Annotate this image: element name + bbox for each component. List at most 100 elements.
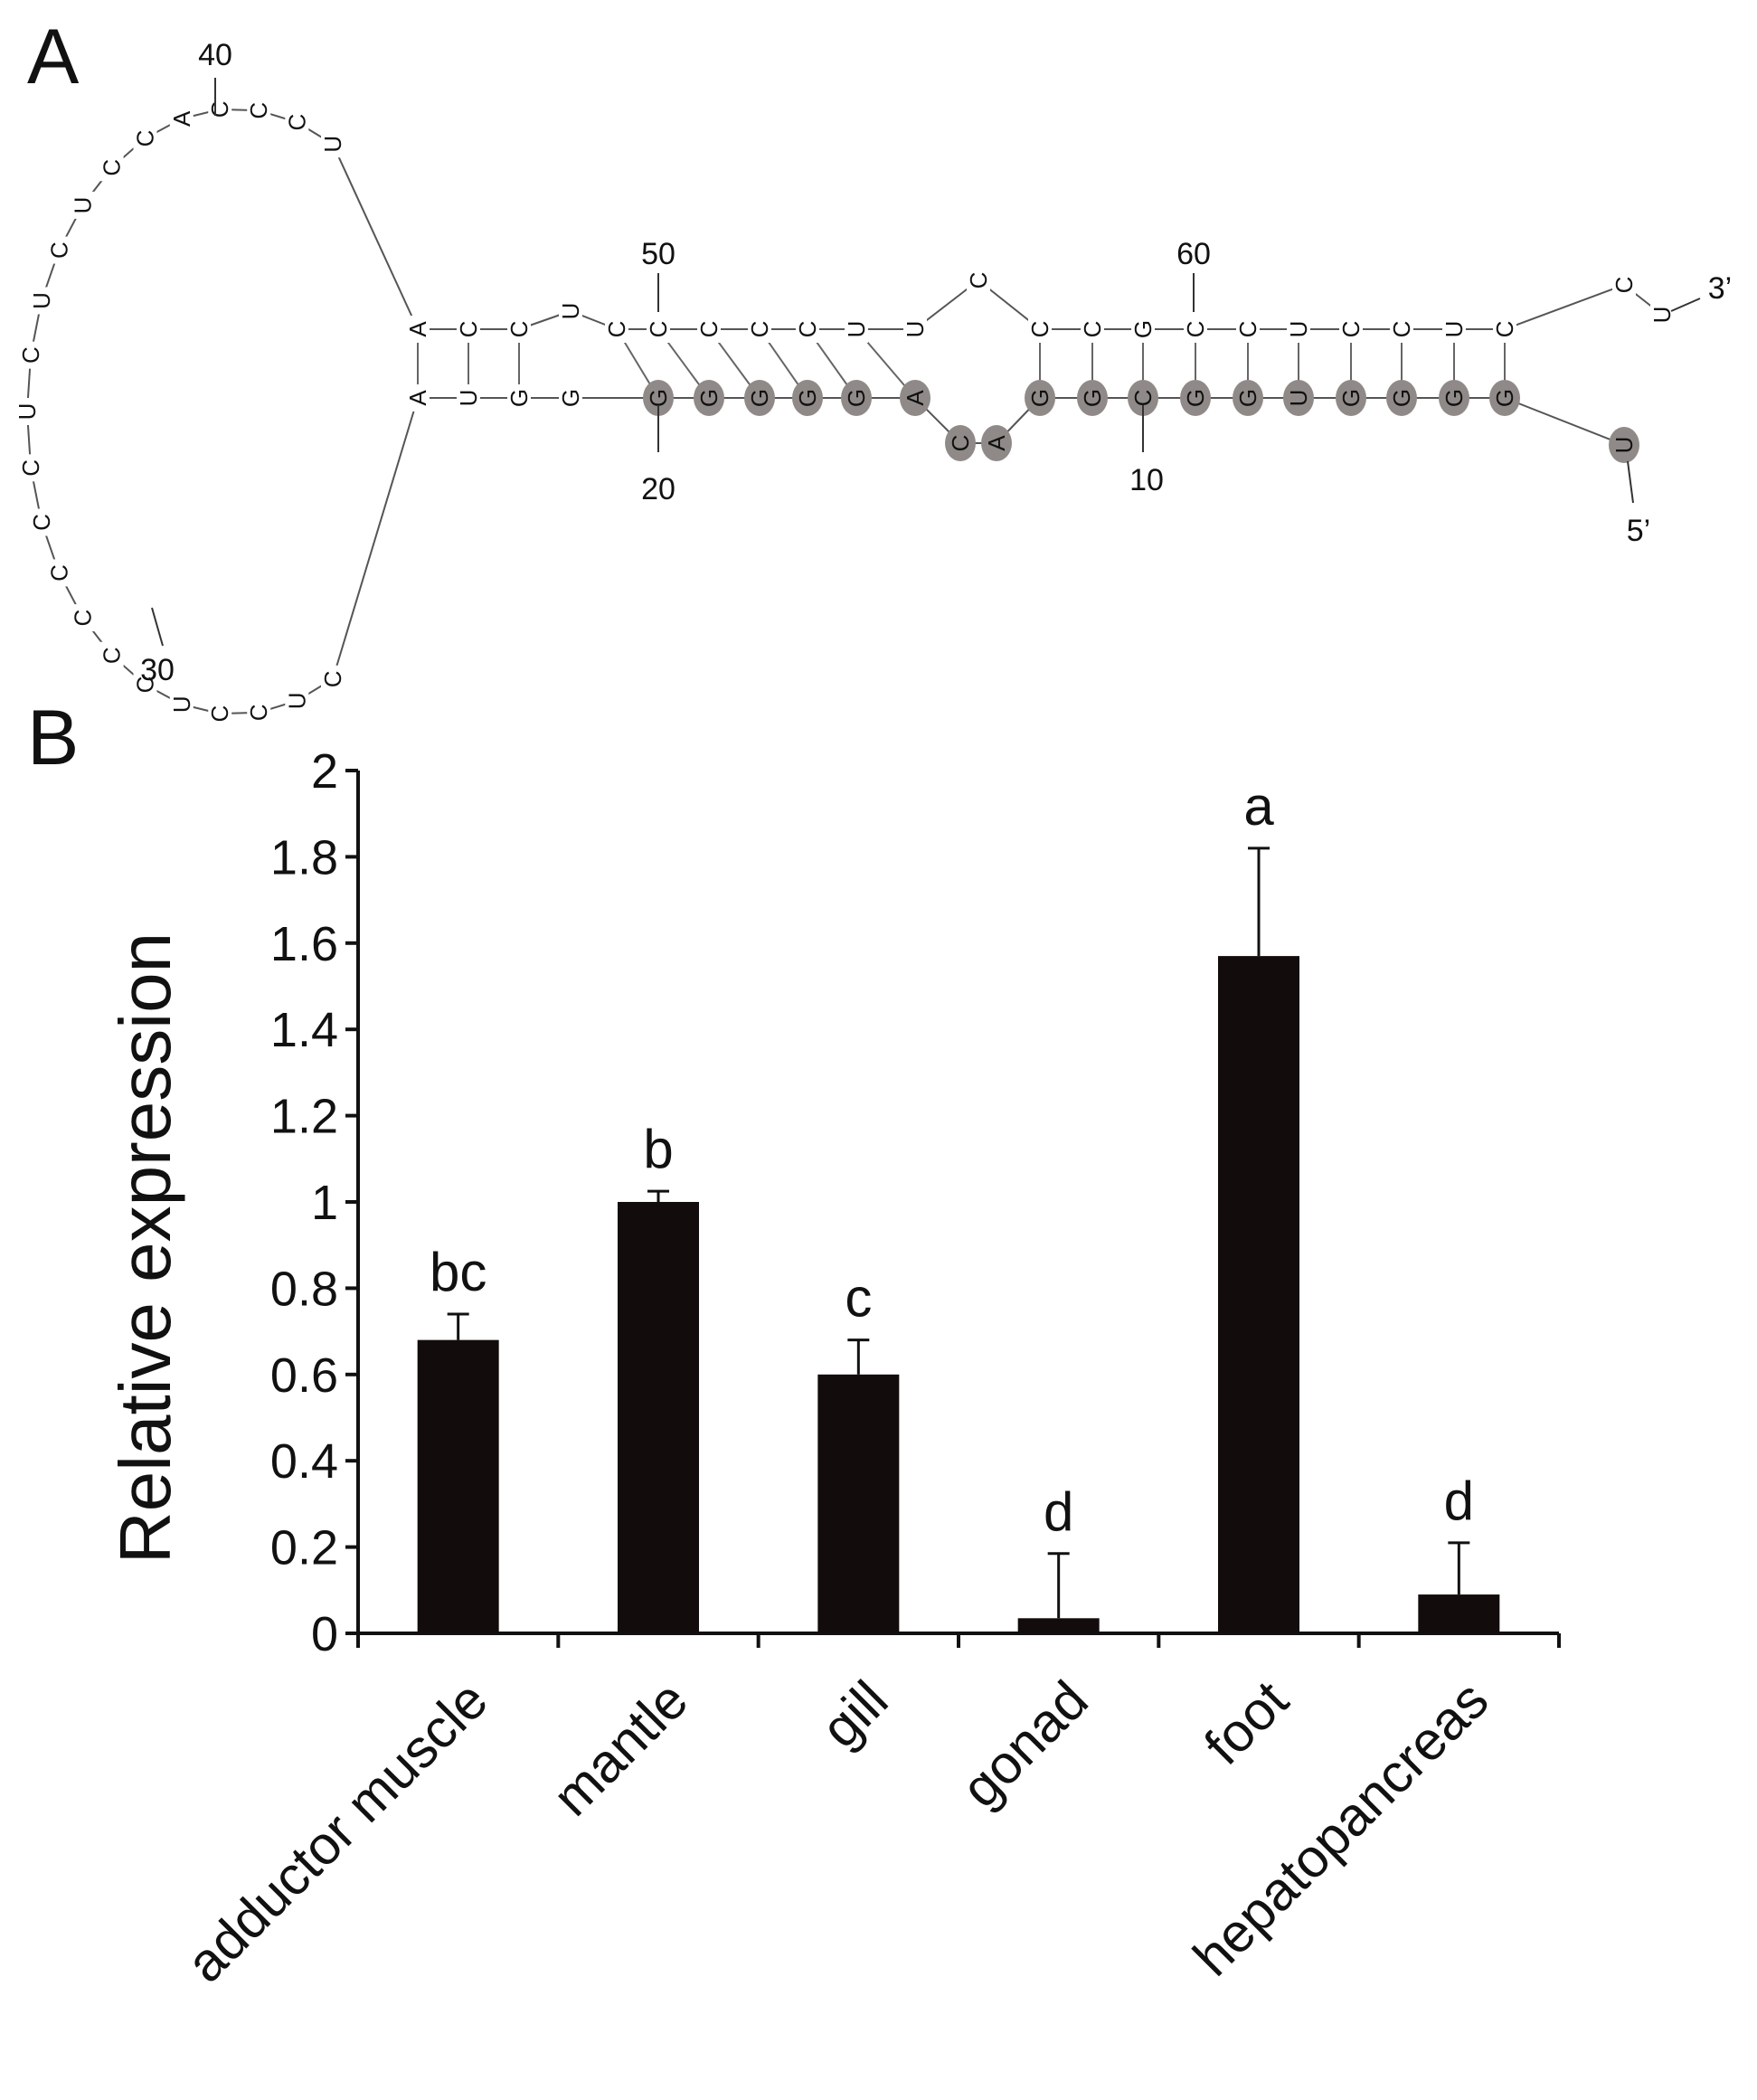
- nucleotide-letter: G: [1182, 389, 1209, 407]
- bar-hepatopancreas: [1418, 1594, 1500, 1633]
- nucleotide-top: C: [1388, 316, 1415, 343]
- nucleotide-letter: C: [794, 321, 821, 338]
- nucleotide-top: C: [1234, 316, 1261, 343]
- nucleotide-bg: [320, 130, 345, 158]
- nucleotide-bottom: G: [505, 384, 533, 411]
- nucleotide-letter: C: [1079, 321, 1106, 338]
- significance-label: d: [1444, 1471, 1474, 1531]
- backbone-segment: [332, 397, 419, 680]
- nucleotide-letter: G: [645, 389, 672, 407]
- nucleotide-top: C: [1182, 316, 1209, 343]
- nucleotide-letter: U: [14, 403, 41, 421]
- nucleotide-bg: [967, 267, 990, 294]
- nucleotide-bg: [748, 316, 771, 343]
- nucleotide-letter: G: [505, 389, 533, 407]
- nucleotide-letter: C: [603, 321, 630, 338]
- nucleotide-bottom: G: [1077, 380, 1108, 416]
- highlight-circle: [1025, 380, 1055, 416]
- nucleotide-letter: C: [965, 272, 992, 289]
- nucleotide-letter: C: [131, 676, 158, 694]
- nucleotide-letter: U: [902, 321, 929, 338]
- highlight-circle: [1283, 380, 1314, 416]
- nucleotide-loop: C: [45, 236, 72, 264]
- highlight-circle: [981, 425, 1012, 461]
- nucleotide-top: U: [843, 316, 870, 343]
- nucleotide-letter: C: [1337, 321, 1365, 338]
- nucleotide-tail-top: U: [1648, 301, 1676, 328]
- nucleotide-letter: G: [746, 389, 773, 407]
- nucleotide-letter: C: [28, 514, 55, 531]
- nucleotide-letter: C: [1491, 321, 1518, 338]
- y-tick-label: 1.4: [270, 1003, 338, 1057]
- nucleotide-top: C: [1026, 316, 1053, 343]
- nucleotide-loop: C: [99, 641, 126, 669]
- nucleotide-loop: C: [17, 454, 44, 482]
- nucleotide-letter: G: [1491, 389, 1518, 407]
- nucleotide-bottom: G: [1025, 380, 1055, 416]
- nucleotide-bg: [320, 665, 345, 693]
- nucleotide-bg: [559, 384, 582, 411]
- nucleotide-letter: C: [645, 321, 672, 338]
- nucleotide-loop: C: [245, 97, 272, 125]
- nucleotide-bg: [559, 298, 582, 325]
- position-20-label: 20: [641, 472, 675, 506]
- position-10-label: 10: [1129, 463, 1164, 497]
- nucleotide-bg: [247, 698, 271, 726]
- bar-gill: [817, 1374, 900, 1633]
- nucleotide-bottom: G: [744, 380, 775, 416]
- nucleotide-top: U: [557, 298, 584, 325]
- nucleotide-loop: U: [319, 130, 346, 158]
- nucleotide-bg: [285, 109, 309, 137]
- nucleotide-letter: A: [168, 110, 195, 127]
- nucleotide-bg: [845, 316, 868, 343]
- nucleotide-letter: U: [843, 321, 870, 338]
- nucleotide-bg: [47, 559, 71, 587]
- nucleotide-letter: G: [1337, 389, 1365, 407]
- nucleotide-letter: A: [983, 435, 1010, 451]
- nucleotide-letter: G: [1441, 389, 1468, 407]
- position-40-label: 40: [198, 38, 232, 72]
- nucleotide-top: U: [1285, 316, 1312, 343]
- nucleotide-letter: C: [1026, 321, 1053, 338]
- position-60-label: 60: [1176, 237, 1211, 271]
- rna-structure: A C CUC C C C C U U C C G C C U C C U CC CUA U G G G G G G G A G G C G G U…: [14, 38, 1732, 728]
- nucleotide-bg: [247, 97, 271, 125]
- significance-label: b: [643, 1119, 673, 1179]
- nucleotide-bg: [1650, 301, 1674, 328]
- nucleotide-bg: [208, 700, 232, 728]
- nucleotide-bottom: U: [1283, 380, 1314, 416]
- category-label: mantle: [541, 1670, 699, 1828]
- nucleotide-loop: C: [206, 700, 233, 728]
- nucleotide-bottom: G: [1439, 380, 1469, 416]
- nucleotide-letter: C: [206, 705, 233, 723]
- nucleotide-letter: C: [245, 102, 272, 119]
- nucleotide-bottom: G: [1233, 380, 1263, 416]
- nucleotide-letter: A: [404, 390, 431, 406]
- nucleotide-bg: [15, 398, 39, 425]
- significance-label: d: [1044, 1481, 1073, 1542]
- nucleotide-bg: [133, 124, 157, 152]
- y-tick-label: 0.2: [270, 1521, 338, 1575]
- nucleotide-letter: C: [70, 610, 97, 627]
- significance-label: bc: [430, 1242, 486, 1302]
- nucleotide-bg: [406, 316, 430, 343]
- nucleotide-top: A: [404, 316, 431, 343]
- nucleotide-bg: [71, 604, 95, 632]
- highlight-circle: [1233, 380, 1263, 416]
- nucleotide-letter: C: [45, 241, 72, 259]
- significance-label: a: [1243, 776, 1274, 837]
- category-label: gill: [809, 1670, 899, 1759]
- highlight-circle: [792, 380, 823, 416]
- nucleotide-loop: C: [245, 698, 272, 726]
- nucleotide-letter: U: [1611, 437, 1638, 454]
- nucleotide-letter: U: [455, 390, 482, 407]
- three-prime-line: [1670, 298, 1701, 312]
- nucleotide-letter: C: [245, 704, 272, 721]
- nucleotide-tail-top: C: [1611, 271, 1638, 298]
- nucleotide-top: C: [794, 316, 821, 343]
- bar-chart: Relative expression 0 0.2 0.4 0.6 0.8 1 1.2 1.4…: [105, 744, 1561, 1993]
- bar-mantle: [618, 1202, 699, 1633]
- nucleotide-letter: U: [1648, 307, 1676, 324]
- rna-backbone: [26, 108, 1663, 715]
- nucleotide-bottom: G: [643, 380, 674, 416]
